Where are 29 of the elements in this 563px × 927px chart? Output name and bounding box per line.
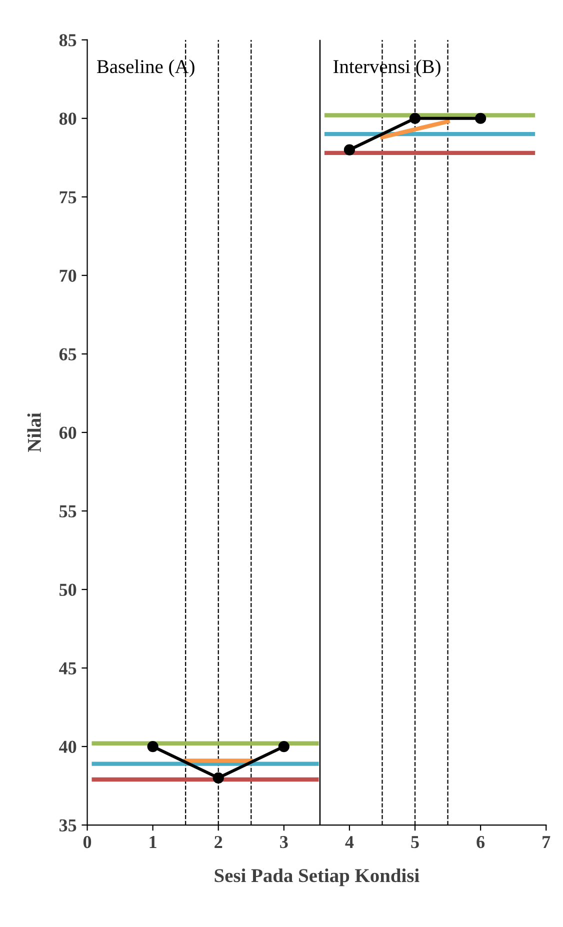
y-tick-label: 45 <box>59 662 76 674</box>
point <box>344 144 356 156</box>
y-tick-label: 70 <box>60 270 76 282</box>
y-tick-label: 35 <box>59 819 76 832</box>
y-tick-label: 80 <box>59 112 76 125</box>
annotation: Intervensi (B) <box>333 59 440 78</box>
point <box>278 740 290 752</box>
y-axis-title: Nilai <box>27 412 41 452</box>
x-tick-label: 0 <box>83 836 92 848</box>
x-tick-label: 2 <box>214 836 222 848</box>
y-tick-label: 75 <box>60 191 76 204</box>
x-tick-label: 5 <box>411 836 419 848</box>
x-tick-label: 6 <box>476 836 485 848</box>
x-tick-label: 7 <box>542 836 550 848</box>
annotation: Baseline (A) <box>97 59 194 78</box>
y-tick-label: 65 <box>59 348 76 360</box>
y-tick-label: 50 <box>60 584 76 596</box>
y-tick-label: 85 <box>59 34 76 46</box>
point <box>409 112 421 124</box>
x-tick-label: 1 <box>150 836 156 848</box>
point <box>212 772 224 784</box>
x-tick-label: 3 <box>280 836 288 848</box>
y-tick-label: 55 <box>60 505 76 518</box>
point <box>475 112 486 124</box>
x-tick-label: 4 <box>345 836 354 848</box>
y-tick-label: 60 <box>59 426 76 439</box>
x-axis-title: Sesi Pada Setiap Kondisi <box>214 868 420 886</box>
point <box>147 740 158 752</box>
y-tick-label: 40 <box>59 740 76 753</box>
